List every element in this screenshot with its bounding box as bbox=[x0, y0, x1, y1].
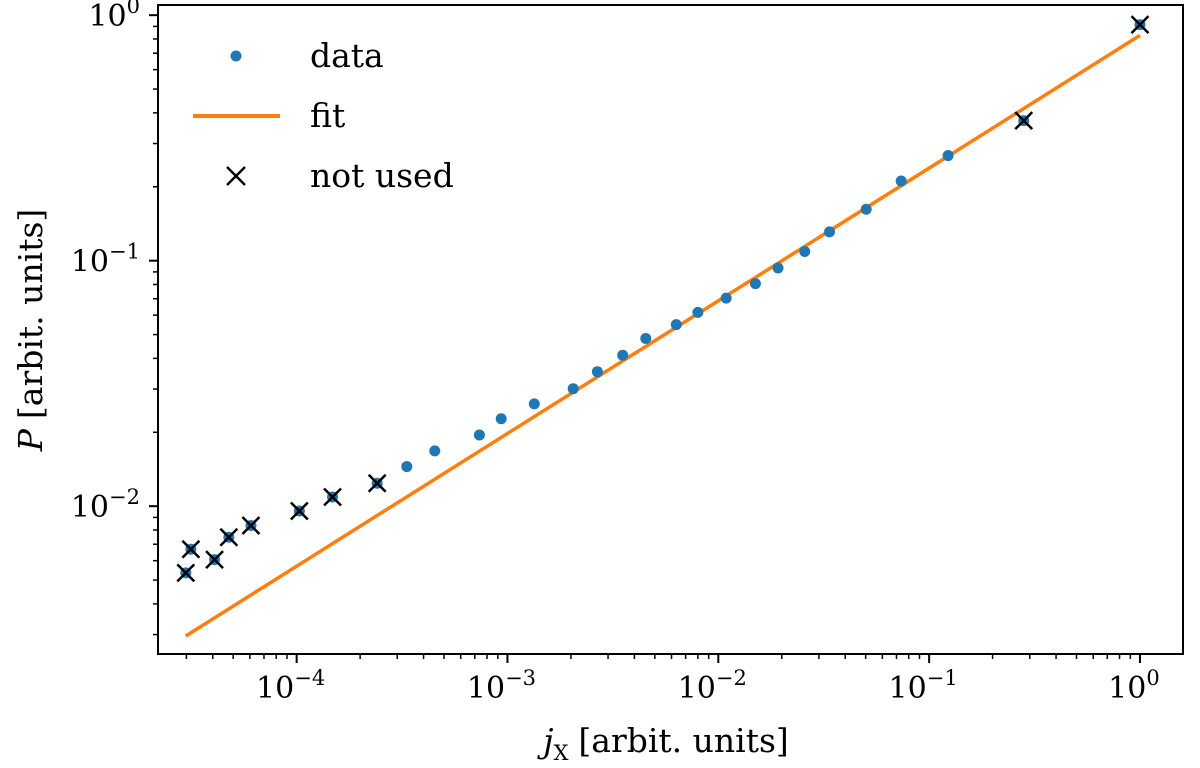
x-tick-label: 100 bbox=[1108, 666, 1160, 706]
data-point bbox=[591, 366, 603, 378]
x-tick-label: 10−1 bbox=[889, 666, 958, 706]
data-point bbox=[772, 262, 784, 274]
data-point bbox=[799, 245, 811, 257]
x-tick-label: 10−4 bbox=[256, 666, 325, 706]
y-axis-label-units: [arbit. units] bbox=[11, 209, 50, 419]
not-used-marker bbox=[241, 516, 261, 535]
x-axis-ticks: 10−4 10−3 10−2 10−1 100 bbox=[185, 654, 1160, 706]
plot-frame bbox=[157, 4, 1184, 655]
data-point bbox=[640, 332, 652, 344]
data-point bbox=[429, 445, 441, 457]
x-axis-label-units: [arbit. units] bbox=[578, 721, 788, 760]
data-point bbox=[670, 319, 682, 331]
y-axis-ticks: 10−2 10−1 100 bbox=[71, 0, 158, 636]
legend-data-marker bbox=[230, 50, 242, 62]
not-used-markers-layer bbox=[176, 15, 1150, 583]
not-used-marker bbox=[1130, 15, 1150, 35]
y-tick-label: 100 bbox=[88, 0, 140, 34]
y-tick-label: 10−2 bbox=[71, 485, 140, 525]
y-axis-label-var: P bbox=[11, 428, 50, 452]
fit-line-layer bbox=[184, 33, 1141, 638]
data-point bbox=[942, 150, 954, 162]
data-point bbox=[567, 383, 579, 395]
not-used-marker bbox=[323, 487, 342, 507]
y-axis-label: P [arbit. units] bbox=[11, 209, 50, 453]
data-point bbox=[749, 278, 761, 290]
not-used-marker bbox=[181, 539, 201, 559]
legend-label-fit: fit bbox=[310, 96, 345, 135]
data-point bbox=[473, 429, 485, 441]
data-point bbox=[720, 292, 732, 304]
x-tick-label: 10−3 bbox=[467, 666, 536, 706]
not-used-marker bbox=[176, 563, 196, 583]
x-tick-label: 10−2 bbox=[678, 666, 747, 706]
not-used-marker bbox=[1014, 111, 1034, 130]
data-point bbox=[495, 413, 507, 425]
legend-label-data: data bbox=[310, 36, 384, 75]
data-point bbox=[824, 226, 836, 238]
not-used-marker bbox=[205, 550, 224, 569]
not-used-marker bbox=[289, 501, 309, 521]
x-axis-label-sub: X bbox=[553, 741, 568, 765]
y-tick-label: 10−1 bbox=[71, 240, 140, 280]
legend-not-used-marker bbox=[226, 166, 246, 186]
data-point bbox=[617, 349, 629, 361]
data-point bbox=[401, 461, 413, 473]
data-point bbox=[860, 203, 872, 215]
fit-line bbox=[184, 33, 1141, 638]
data-point bbox=[895, 175, 907, 187]
data-point bbox=[692, 306, 704, 318]
legend: data fit not used bbox=[193, 36, 454, 195]
not-used-marker bbox=[219, 527, 239, 547]
data-point bbox=[528, 398, 540, 410]
not-used-marker bbox=[367, 473, 387, 493]
legend-label-not-used: not used bbox=[310, 156, 454, 195]
